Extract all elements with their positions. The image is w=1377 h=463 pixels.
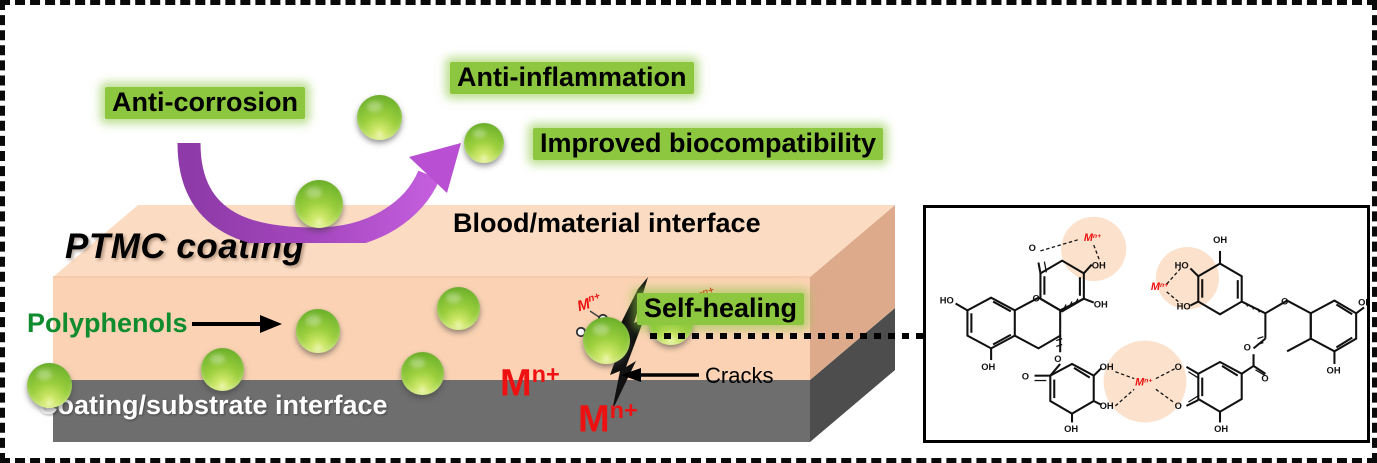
- svg-text:OH: OH: [1214, 424, 1228, 434]
- svg-text:OH: OH: [1358, 298, 1367, 308]
- chemical-structure-panel: HO OH O O: [923, 205, 1370, 443]
- svg-text:O: O: [1033, 294, 1040, 304]
- svg-text:OH: OH: [1327, 366, 1341, 376]
- ion-halo-top-right: [1155, 246, 1220, 310]
- svg-text:HO: HO: [1177, 301, 1191, 311]
- badge-self-healing: Self-healing: [637, 293, 805, 326]
- svg-text:OH: OH: [981, 362, 995, 372]
- svg-text:O: O: [1261, 374, 1268, 384]
- ion-label-top-right: Mn+: [1151, 281, 1168, 293]
- badge-anti-corrosion: Anti-corrosion: [105, 87, 305, 120]
- polyphenol-particle: [296, 309, 340, 353]
- svg-text:O: O: [1029, 243, 1036, 253]
- svg-text:OH: OH: [1092, 260, 1106, 270]
- ion-label-top-left: Mn+: [1084, 232, 1101, 244]
- svg-text:OH: OH: [1100, 362, 1114, 372]
- svg-text:O: O: [1244, 342, 1251, 352]
- polyphenol-particle: [357, 95, 402, 140]
- coating-substrate-interface-label: Coating/substrate interface: [38, 390, 388, 420]
- metal-ion-label-left: Mn+: [500, 361, 560, 405]
- polyphenol-particle: [437, 287, 480, 330]
- badge-improved-biocompatibility: Improved biocompatibility: [533, 128, 884, 161]
- polyphenol-particle: [464, 123, 504, 163]
- svg-text:OH: OH: [1213, 235, 1227, 245]
- release-arrow-icon: [175, 131, 465, 251]
- badge-anti-inflammation: Anti-inflammation: [450, 62, 694, 95]
- svg-text:HO: HO: [940, 296, 954, 306]
- polyphenol-particle: [583, 317, 630, 364]
- svg-text:HO: HO: [1175, 260, 1189, 270]
- svg-text:O: O: [1281, 297, 1288, 307]
- svg-text:O: O: [1054, 354, 1061, 364]
- ion-label-bottom-center: Mn+: [1135, 376, 1152, 388]
- polyphenol-particle: [401, 352, 444, 395]
- polyphenol-particle: [295, 180, 343, 228]
- polyphenols-label: Polyphenols: [27, 308, 188, 338]
- cracks-label: Cracks: [705, 363, 774, 388]
- metal-ion-label-bottom: Mn+: [578, 397, 638, 441]
- polyphenol-particle: [201, 348, 244, 391]
- polyphenols-arrow-icon: [190, 312, 285, 336]
- cracks-arrow-icon: [619, 365, 701, 385]
- ion-halo-bottom-center: [1103, 340, 1187, 423]
- svg-text:O: O: [1022, 372, 1029, 382]
- ion-halo-top-left: [1061, 216, 1127, 282]
- svg-text:O: O: [1175, 362, 1182, 372]
- svg-text:O: O: [1175, 401, 1182, 411]
- svg-text:OH: OH: [1094, 299, 1108, 309]
- blood-material-interface-label: Blood/material interface: [453, 208, 761, 238]
- dotted-connector-line: [650, 327, 928, 339]
- svg-text:OH: OH: [1100, 401, 1114, 411]
- polyphenol-particle: [27, 363, 72, 408]
- egcg-metal-coordination-diagram: HO OH O O: [940, 216, 1367, 434]
- svg-text:OH: OH: [1064, 424, 1078, 434]
